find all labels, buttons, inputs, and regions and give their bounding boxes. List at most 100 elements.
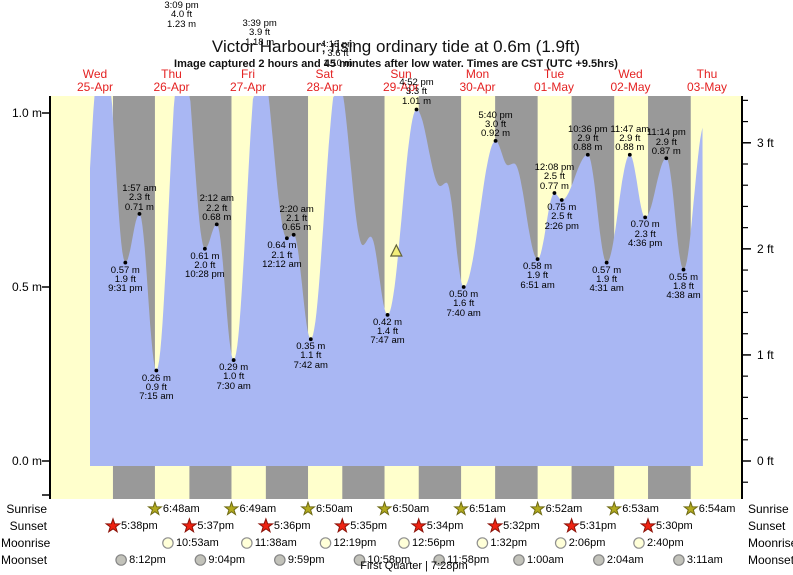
tide-high-annotation: 5:40 pm 3.0 ft 0.92 m xyxy=(478,110,512,138)
tide-high-annotation: 2:20 am 2.1 ft 0.65 m xyxy=(280,204,314,234)
annotation-line: 2.3 ft xyxy=(128,192,151,204)
tide-point-dot xyxy=(414,107,419,112)
annotation-line: 2.0 ft xyxy=(194,260,216,272)
annotation-line: 7:15 am xyxy=(139,391,174,403)
annotation-line: 0.65 m xyxy=(282,222,312,234)
annotation-line: 2.5 ft xyxy=(543,171,565,183)
annotation-line: 1.6 ft xyxy=(453,298,475,310)
sunset-time: 5:38pm xyxy=(120,520,158,532)
day-date-label: 02-May xyxy=(610,80,651,94)
tide-low-annotation: 0.57 m 1.9 ft 9:31 pm xyxy=(108,265,143,295)
annotation-line: 2:26 pm xyxy=(544,220,579,232)
tide-point-dot xyxy=(627,152,632,157)
moonset-circle-icon xyxy=(433,554,445,566)
sunrise-star-icon xyxy=(453,500,470,516)
sunrise-time: 6:50am xyxy=(316,503,353,515)
tide-low-annotation: 0.29 m 1.0 ft 7:30 am xyxy=(216,363,250,391)
sunset-star-icon xyxy=(333,517,351,534)
tide-point-dot xyxy=(231,358,236,362)
sunrise-star-icon xyxy=(682,500,699,516)
annotation-line: 2.5 ft xyxy=(551,211,573,223)
moonrise-circle-icon xyxy=(554,537,567,549)
tide-point-dot xyxy=(681,267,686,272)
tide-point-dot xyxy=(154,368,159,373)
sunrise-time: 6:50am xyxy=(392,503,430,515)
annotation-line: 2.9 ft xyxy=(577,133,599,145)
annotation-line: 0.88 m xyxy=(573,142,603,154)
tide-high-annotation: 4:13 pm 3.6 ft 1.10 m xyxy=(321,40,355,68)
tide-low-annotation: 0.42 m 1.4 ft 7:47 am xyxy=(370,317,404,345)
annotation-line: 1.10 m xyxy=(323,57,353,69)
tide-low-annotation: 0.58 m 1.9 ft 6:51 am xyxy=(520,262,554,290)
annotation-line: 3.9 ft xyxy=(249,27,271,39)
tide-low-annotation: 0.26 m 0.9 ft 7:15 am xyxy=(139,373,174,403)
moonset-time: 1:00am xyxy=(526,554,564,566)
row-label-sunrise-right: Sunrise xyxy=(748,502,789,516)
moonset-time: 10:58pm xyxy=(367,554,411,566)
annotation-line: 1.9 ft xyxy=(114,273,136,285)
y-axis-left-label: 0.0 m xyxy=(11,454,42,468)
moonrise-time: 2:06pm xyxy=(568,537,606,549)
annotation-line: 0.58 m xyxy=(523,261,553,273)
tide-low-annotation: 0.64 m 2.1 ft 12:12 am xyxy=(262,241,302,269)
annotation-line: 2.1 ft xyxy=(286,213,308,225)
row-label-moonset: Moonset xyxy=(1,553,48,567)
annotation-line: 9:31 pm xyxy=(108,283,143,295)
annotation-line: 0.75 m xyxy=(547,202,577,213)
day-date-label: 26-Apr xyxy=(153,80,190,94)
tide-low-annotation: 0.61 m 2.0 ft 10:28 pm xyxy=(185,251,225,281)
tide-point-dot xyxy=(643,215,648,220)
moonrise-time: 2:40pm xyxy=(647,537,684,549)
moonset-time: 11:58pm xyxy=(447,554,490,566)
sunrise-star-icon xyxy=(529,500,546,516)
day-of-week-label: Sat xyxy=(315,67,334,81)
tide-high-annotation: 2:12 am 2.2 ft 0.68 m xyxy=(200,194,234,222)
moonrise-circle-icon xyxy=(162,537,174,549)
moonrise-circle-icon xyxy=(398,537,410,549)
moonrise-time: 10:53am xyxy=(175,537,219,549)
annotation-line: 2.2 ft xyxy=(206,202,228,214)
annotation-line: 0.35 m xyxy=(296,341,326,353)
annotation-line: 2.3 ft xyxy=(634,228,656,240)
sunset-time: 5:30pm xyxy=(656,520,693,532)
sunset-star-icon xyxy=(563,517,580,534)
moonset-time: 8:12pm xyxy=(129,554,166,566)
tide-point-dot xyxy=(585,152,590,157)
day-date-label: 01-May xyxy=(533,80,575,94)
sunrise-star-icon xyxy=(223,500,240,516)
moonrise-circle-icon xyxy=(241,537,253,549)
sunrise-star-icon xyxy=(147,500,163,516)
chart-title: Victor Harbour; rising ordinary tide at … xyxy=(211,37,581,56)
annotation-line: 1.01 m xyxy=(401,95,432,107)
day-date-label: 28-Apr xyxy=(306,80,343,94)
annotation-line: 3:09 pm xyxy=(164,0,199,11)
tide-point-dot xyxy=(461,285,466,289)
moonrise-circle-icon xyxy=(633,537,645,549)
annotation-line: 10:28 pm xyxy=(185,269,225,281)
annotation-line: 0.88 m xyxy=(615,142,645,154)
day-of-week-label: Thu xyxy=(696,67,718,81)
annotation-line: 1.0 ft xyxy=(223,371,245,383)
moonset-time: 9:04pm xyxy=(208,554,246,566)
day-date-label: 27-Apr xyxy=(229,80,267,94)
annotation-line: 4.0 ft xyxy=(170,9,193,21)
annotation-line: 0.71 m xyxy=(124,201,154,213)
y-axis-left-label: 0.5 m xyxy=(11,280,42,294)
annotation-line: 1.8 ft xyxy=(672,280,695,292)
annotation-line: 3.0 ft xyxy=(484,119,507,131)
tide-point-dot xyxy=(552,191,557,195)
annotation-line: 1.18 m xyxy=(245,36,275,48)
current-time-marker-icon xyxy=(389,243,403,257)
y-axis-right-label: 0 ft xyxy=(757,454,774,468)
sunset-star-icon xyxy=(410,517,428,534)
annotation-line: 1.23 m xyxy=(167,18,197,30)
sunrise-star-icon xyxy=(300,500,316,516)
tide-low-annotation: 0.50 m 1.6 ft 7:40 am xyxy=(447,290,481,318)
sunrise-time: 6:49am xyxy=(239,503,277,515)
annotation-line: 7:40 am xyxy=(446,307,481,319)
row-label-sunset: Sunset xyxy=(9,519,47,533)
tide-high-annotation: 3:39 pm 3.9 ft 1.18 m xyxy=(242,19,276,47)
annotation-line: 0.68 m xyxy=(202,211,232,223)
annotation-line: 0.29 m xyxy=(219,362,249,374)
tide-point-dot xyxy=(284,236,289,241)
